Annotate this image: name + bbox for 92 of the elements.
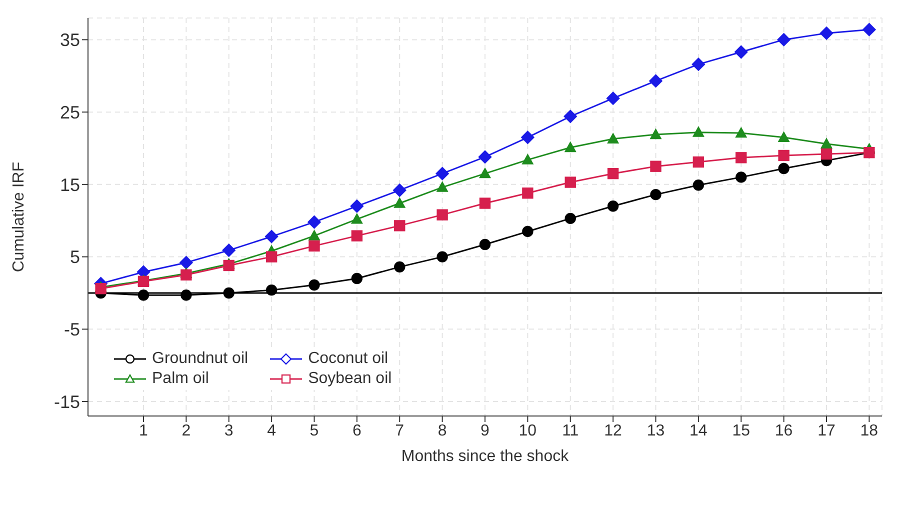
x-tick-label: 3 bbox=[224, 422, 234, 440]
point bbox=[778, 150, 790, 162]
point bbox=[564, 176, 576, 188]
point bbox=[180, 290, 192, 301]
point bbox=[351, 214, 363, 224]
x-tick-label: 18 bbox=[860, 422, 878, 440]
x-axis-title: Months since the shock bbox=[401, 448, 570, 465]
x-tick-label: 11 bbox=[562, 422, 579, 440]
x-tick-label: 14 bbox=[690, 422, 708, 440]
point bbox=[479, 238, 491, 250]
point bbox=[223, 260, 234, 272]
legend-label: Groundnut oil bbox=[152, 350, 248, 368]
point bbox=[223, 287, 234, 299]
x-tick-label: 5 bbox=[310, 422, 319, 440]
point bbox=[650, 188, 662, 200]
point bbox=[522, 154, 534, 164]
point bbox=[650, 160, 662, 172]
point bbox=[479, 198, 491, 209]
point bbox=[138, 290, 150, 301]
y-tick-label: 25 bbox=[60, 102, 80, 122]
point bbox=[266, 284, 278, 296]
point bbox=[522, 226, 534, 238]
legend-label: Coconut oil bbox=[308, 350, 388, 368]
point bbox=[478, 150, 492, 164]
point bbox=[607, 133, 619, 144]
point bbox=[436, 166, 449, 180]
legend-label: Palm oil bbox=[152, 370, 209, 388]
point bbox=[692, 180, 704, 191]
point bbox=[393, 184, 406, 197]
y-axis-title: Cumulative IRF bbox=[10, 162, 28, 272]
x-tick-label: 8 bbox=[438, 422, 447, 440]
x-tick-label: 6 bbox=[352, 422, 362, 440]
y-tick-label: 15 bbox=[60, 174, 80, 195]
point bbox=[266, 251, 278, 262]
point bbox=[180, 256, 193, 270]
point bbox=[692, 58, 706, 71]
point bbox=[436, 251, 448, 262]
x-tick-label: 4 bbox=[267, 422, 276, 440]
point bbox=[692, 126, 704, 137]
point bbox=[649, 74, 662, 88]
point bbox=[734, 45, 748, 59]
x-tick-label: 17 bbox=[818, 422, 836, 440]
point bbox=[394, 261, 406, 273]
point bbox=[521, 130, 534, 144]
x-tick-label: 13 bbox=[646, 422, 665, 440]
point bbox=[650, 128, 662, 140]
point bbox=[778, 132, 790, 142]
point bbox=[350, 200, 364, 213]
point bbox=[564, 110, 577, 124]
point bbox=[308, 279, 320, 291]
point bbox=[777, 33, 790, 46]
point bbox=[436, 182, 448, 192]
point bbox=[736, 172, 747, 183]
point bbox=[222, 244, 236, 257]
point bbox=[394, 198, 406, 208]
x-tick-label: 2 bbox=[182, 422, 191, 440]
point bbox=[522, 188, 534, 199]
x-tick-label: 7 bbox=[395, 422, 404, 440]
point bbox=[607, 168, 619, 180]
point bbox=[607, 200, 619, 212]
y-tick-label: 35 bbox=[60, 30, 80, 50]
x-tick-label: 12 bbox=[604, 422, 622, 440]
point bbox=[264, 230, 278, 244]
point bbox=[479, 168, 491, 178]
point bbox=[308, 215, 321, 229]
x-tick-label: 9 bbox=[480, 422, 490, 440]
x-tick-label: 15 bbox=[732, 422, 750, 440]
point bbox=[820, 26, 834, 40]
y-tick-label: 5 bbox=[70, 247, 80, 268]
point bbox=[308, 230, 320, 240]
point bbox=[820, 148, 832, 160]
point bbox=[564, 212, 576, 224]
point bbox=[308, 240, 320, 252]
x-tick-label: 10 bbox=[518, 422, 537, 440]
x-tick-label: 16 bbox=[774, 422, 793, 440]
point bbox=[778, 162, 790, 174]
point bbox=[394, 220, 406, 232]
x-tick-label: 1 bbox=[139, 422, 148, 440]
y-tick-label: -5 bbox=[64, 320, 80, 340]
point bbox=[692, 156, 704, 168]
point bbox=[862, 22, 876, 36]
point bbox=[820, 138, 832, 149]
point bbox=[436, 209, 448, 220]
point bbox=[736, 127, 747, 138]
point bbox=[95, 283, 106, 294]
y-tick-label: -15 bbox=[54, 392, 80, 412]
point bbox=[564, 142, 576, 152]
point bbox=[606, 92, 620, 105]
legend-label: Soybean oil bbox=[308, 370, 392, 388]
point bbox=[736, 152, 747, 164]
point bbox=[351, 272, 363, 284]
point bbox=[351, 230, 363, 242]
